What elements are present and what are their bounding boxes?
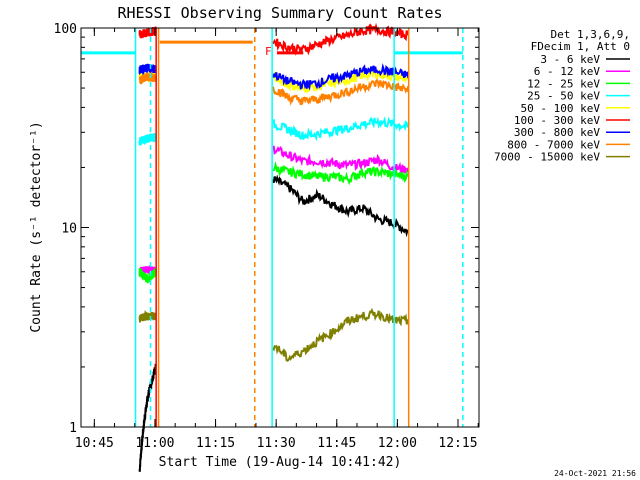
legend-entry-label: 7000 - 15000 keV [494, 151, 600, 164]
x-tick-label: 11:15 [196, 436, 235, 451]
legend-entry-label: 50 - 100 keV [521, 102, 601, 115]
y-axis: 1 10 100 [54, 22, 479, 436]
footer-timestamp: 24-Oct-2021 21:56 [554, 469, 636, 478]
series-12-25-kev-segment-1 [138, 267, 157, 284]
series-800-7000-kev-segment-2 [271, 78, 410, 106]
legend-entry-label: 300 - 800 keV [514, 126, 600, 139]
x-tick-label: 11:00 [135, 436, 174, 451]
series-3-6-kev-segment-2 [271, 174, 409, 238]
series-25-50-kev-segment-2 [272, 115, 409, 142]
series-25-50-kev-segment-1 [138, 132, 157, 146]
series-300-800-kev-segment-2 [271, 63, 410, 91]
series-3-6-kev-segment-1 [138, 363, 157, 472]
series-12-25-kev-segment-2 [272, 161, 409, 186]
plot-frame [80, 27, 480, 428]
x-tick-label: 12:15 [438, 436, 477, 451]
legend-header-2: FDecim 1, Att 0 [531, 40, 630, 53]
x-tick-label: 12:00 [378, 436, 417, 451]
legend-entry-label: 6 - 12 keV [534, 65, 601, 78]
series-100-300-kev-segment-2 [272, 22, 410, 56]
y-tick-label: 1 [69, 421, 77, 436]
legend-entry-label: 25 - 50 keV [527, 90, 600, 103]
x-axis-label: Start Time (19-Aug-14 10:41:42) [159, 455, 402, 470]
y-axis-label: Count Rate (s⁻¹ detector⁻¹) [29, 121, 44, 332]
x-axis: 10:45 11:00 11:15 11:30 11:45 12:00 12:15 [75, 28, 479, 451]
legend-header-1: Det 1,3,6,9, [551, 28, 630, 41]
series-6-12-kev-segment-2 [272, 145, 409, 176]
series-800-7000-kev-segment-1 [138, 71, 157, 85]
series-300-800-kev-segment-1 [138, 63, 157, 76]
y-tick-label: 100 [54, 22, 77, 37]
series-7000-15000-kev-segment-1 [138, 310, 157, 323]
y-tick-label: 10 [61, 222, 77, 237]
legend: Det 1,3,6,9, FDecim 1, Att 0 3 - 6 keV6 … [494, 28, 630, 164]
legend-entry-label: 3 - 6 keV [540, 53, 600, 66]
flare-label: F [265, 45, 272, 58]
x-tick-label: 11:30 [257, 436, 296, 451]
series-7000-15000-kev-segment-2 [272, 307, 410, 362]
legend-entry-label: 100 - 300 keV [514, 114, 600, 127]
plot-area: F [81, 22, 464, 472]
series-100-300-kev-segment-1 [138, 26, 157, 39]
legend-entry-label: 800 - 7000 keV [507, 138, 600, 151]
x-tick-label: 11:45 [317, 436, 356, 451]
chart-title: RHESSI Observing Summary Count Rates [117, 4, 442, 22]
legend-entry-label: 12 - 25 keV [527, 77, 600, 90]
x-tick-label: 10:45 [75, 436, 114, 451]
